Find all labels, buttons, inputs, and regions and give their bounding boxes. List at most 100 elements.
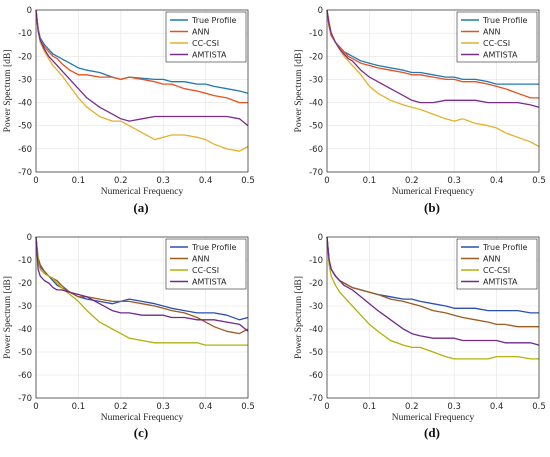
y-axis-label: Power Spectrum [dB] [3, 50, 13, 133]
y-tick-label: -60 [309, 145, 323, 155]
axes-frame [35, 236, 249, 399]
y-axis-label: Power Spectrum [dB] [3, 276, 13, 359]
y-tick-label: -10 [309, 256, 323, 266]
y-tick-label: -40 [18, 99, 32, 109]
x-tick-label: 0.5 [532, 402, 546, 412]
axes-frame [326, 9, 540, 173]
x-tick-label: 0.2 [405, 176, 419, 186]
x-tick-label: 0.3 [447, 402, 461, 412]
series-line-3 [326, 9, 540, 108]
legend-label: AMTISTA [483, 51, 518, 60]
legend-label: ANN [192, 28, 209, 37]
y-tick-label: -30 [309, 75, 323, 85]
y-tick-label: -40 [309, 325, 323, 335]
y-tick-label: -60 [18, 145, 32, 155]
x-tick-label: 0.3 [156, 402, 170, 412]
y-tick-label: -30 [18, 302, 32, 312]
legend-label: CC-CSI [192, 39, 219, 48]
axes-frame [35, 9, 249, 173]
y-tick-label: -70 [309, 394, 323, 404]
x-tick-label: 0.1 [72, 176, 86, 186]
series-line-2 [35, 236, 248, 346]
y-tick-label: -70 [18, 168, 32, 178]
series-line-3 [35, 9, 249, 127]
y-tick-label: -10 [18, 256, 32, 266]
y-tick-label: 0 [27, 6, 32, 16]
y-tick-label: -20 [309, 279, 323, 289]
x-tick-label: 0.2 [114, 402, 128, 412]
panel-caption: (c) [134, 425, 148, 440]
x-axis-label: Numerical Frequency [392, 413, 475, 423]
legend-label: ANN [483, 255, 500, 264]
x-tick-label: 0.4 [490, 402, 504, 412]
x-tick-label: 0 [33, 402, 38, 412]
legend-label: True Profile [482, 243, 527, 252]
x-tick-label: 0.1 [363, 176, 377, 186]
y-tick-label: -10 [309, 29, 323, 39]
y-tick-label: -50 [18, 122, 32, 132]
y-tick-label: 0 [318, 233, 323, 243]
chart-panel-2: 0 0.1 0.2 0.3 0.4 0.5 0 -10 -20 -30 -40 -50 -60 -70 Tr… [3, 233, 255, 440]
y-tick-label: -60 [18, 371, 32, 381]
chart-panel-1: 0 0.1 0.2 0.3 0.4 0.5 0 -10 -20 -30 -40 -50 -60 -70 Tr… [294, 6, 546, 215]
y-tick-label: -20 [18, 52, 32, 62]
x-tick-label: 0 [33, 176, 38, 186]
x-tick-label: 0.3 [156, 176, 170, 186]
legend-label: True Profile [191, 243, 236, 252]
series-line-2 [35, 9, 249, 152]
chart-panel-3: 0 0.1 0.2 0.3 0.4 0.5 0 -10 -20 -30 -40 -50 -60 -70 Tr… [294, 233, 546, 440]
series-line-3 [35, 236, 249, 332]
x-tick-label: 0.3 [447, 176, 461, 186]
x-tick-label: 0.4 [199, 402, 213, 412]
series-line-3 [326, 236, 540, 346]
y-axis-label: Power Spectrum [dB] [294, 276, 304, 359]
x-tick-label: 0.5 [532, 176, 546, 186]
y-tick-label: -70 [309, 168, 323, 178]
x-tick-label: 0.2 [114, 176, 128, 186]
y-tick-label: -50 [309, 348, 323, 358]
y-tick-label: -10 [18, 29, 32, 39]
y-tick-label: -60 [309, 371, 323, 381]
series-line-2 [326, 236, 539, 360]
series-line-1 [35, 9, 248, 104]
x-tick-label: 0.2 [405, 402, 419, 412]
x-tick-label: 0.4 [199, 176, 213, 186]
legend-label: AMTISTA [192, 278, 227, 287]
y-tick-label: -70 [18, 394, 32, 404]
legend-label: True Profile [482, 16, 527, 25]
x-tick-label: 0.5 [241, 402, 255, 412]
series-line-1 [326, 9, 539, 99]
x-tick-label: 0 [324, 176, 329, 186]
y-tick-label: -20 [309, 52, 323, 62]
y-tick-label: -50 [309, 122, 323, 132]
legend-label: ANN [483, 28, 500, 37]
y-tick-label: -40 [18, 325, 32, 335]
y-tick-label: -30 [309, 302, 323, 312]
y-tick-label: 0 [318, 6, 323, 16]
y-tick-label: -50 [18, 348, 32, 358]
y-axis-label: Power Spectrum [dB] [294, 50, 304, 133]
axes-frame [326, 236, 540, 399]
legend-label: ANN [192, 255, 209, 264]
chart-panel-0: 0 0.1 0.2 0.3 0.4 0.5 0 -10 -20 -30 -40 -50 -60 -70 Tr… [3, 6, 255, 215]
y-tick-label: -30 [18, 75, 32, 85]
x-axis-label: Numerical Frequency [101, 187, 184, 197]
panel-caption: (d) [424, 425, 440, 440]
legend-label: CC-CSI [483, 39, 510, 48]
legend-box [165, 11, 247, 63]
legend-label: CC-CSI [192, 266, 219, 275]
x-tick-label: 0.1 [363, 402, 377, 412]
x-tick-label: 0.4 [490, 176, 504, 186]
panel-caption: (b) [424, 200, 440, 215]
x-tick-label: 0.5 [241, 176, 255, 186]
legend-label: CC-CSI [483, 266, 510, 275]
y-tick-label: 0 [27, 233, 32, 243]
legend-label: AMTISTA [483, 278, 518, 287]
panel-caption: (a) [133, 200, 148, 215]
x-axis-label: Numerical Frequency [392, 187, 475, 197]
legend-label: True Profile [191, 16, 236, 25]
x-tick-label: 0 [324, 402, 329, 412]
legend-label: AMTISTA [192, 51, 227, 60]
